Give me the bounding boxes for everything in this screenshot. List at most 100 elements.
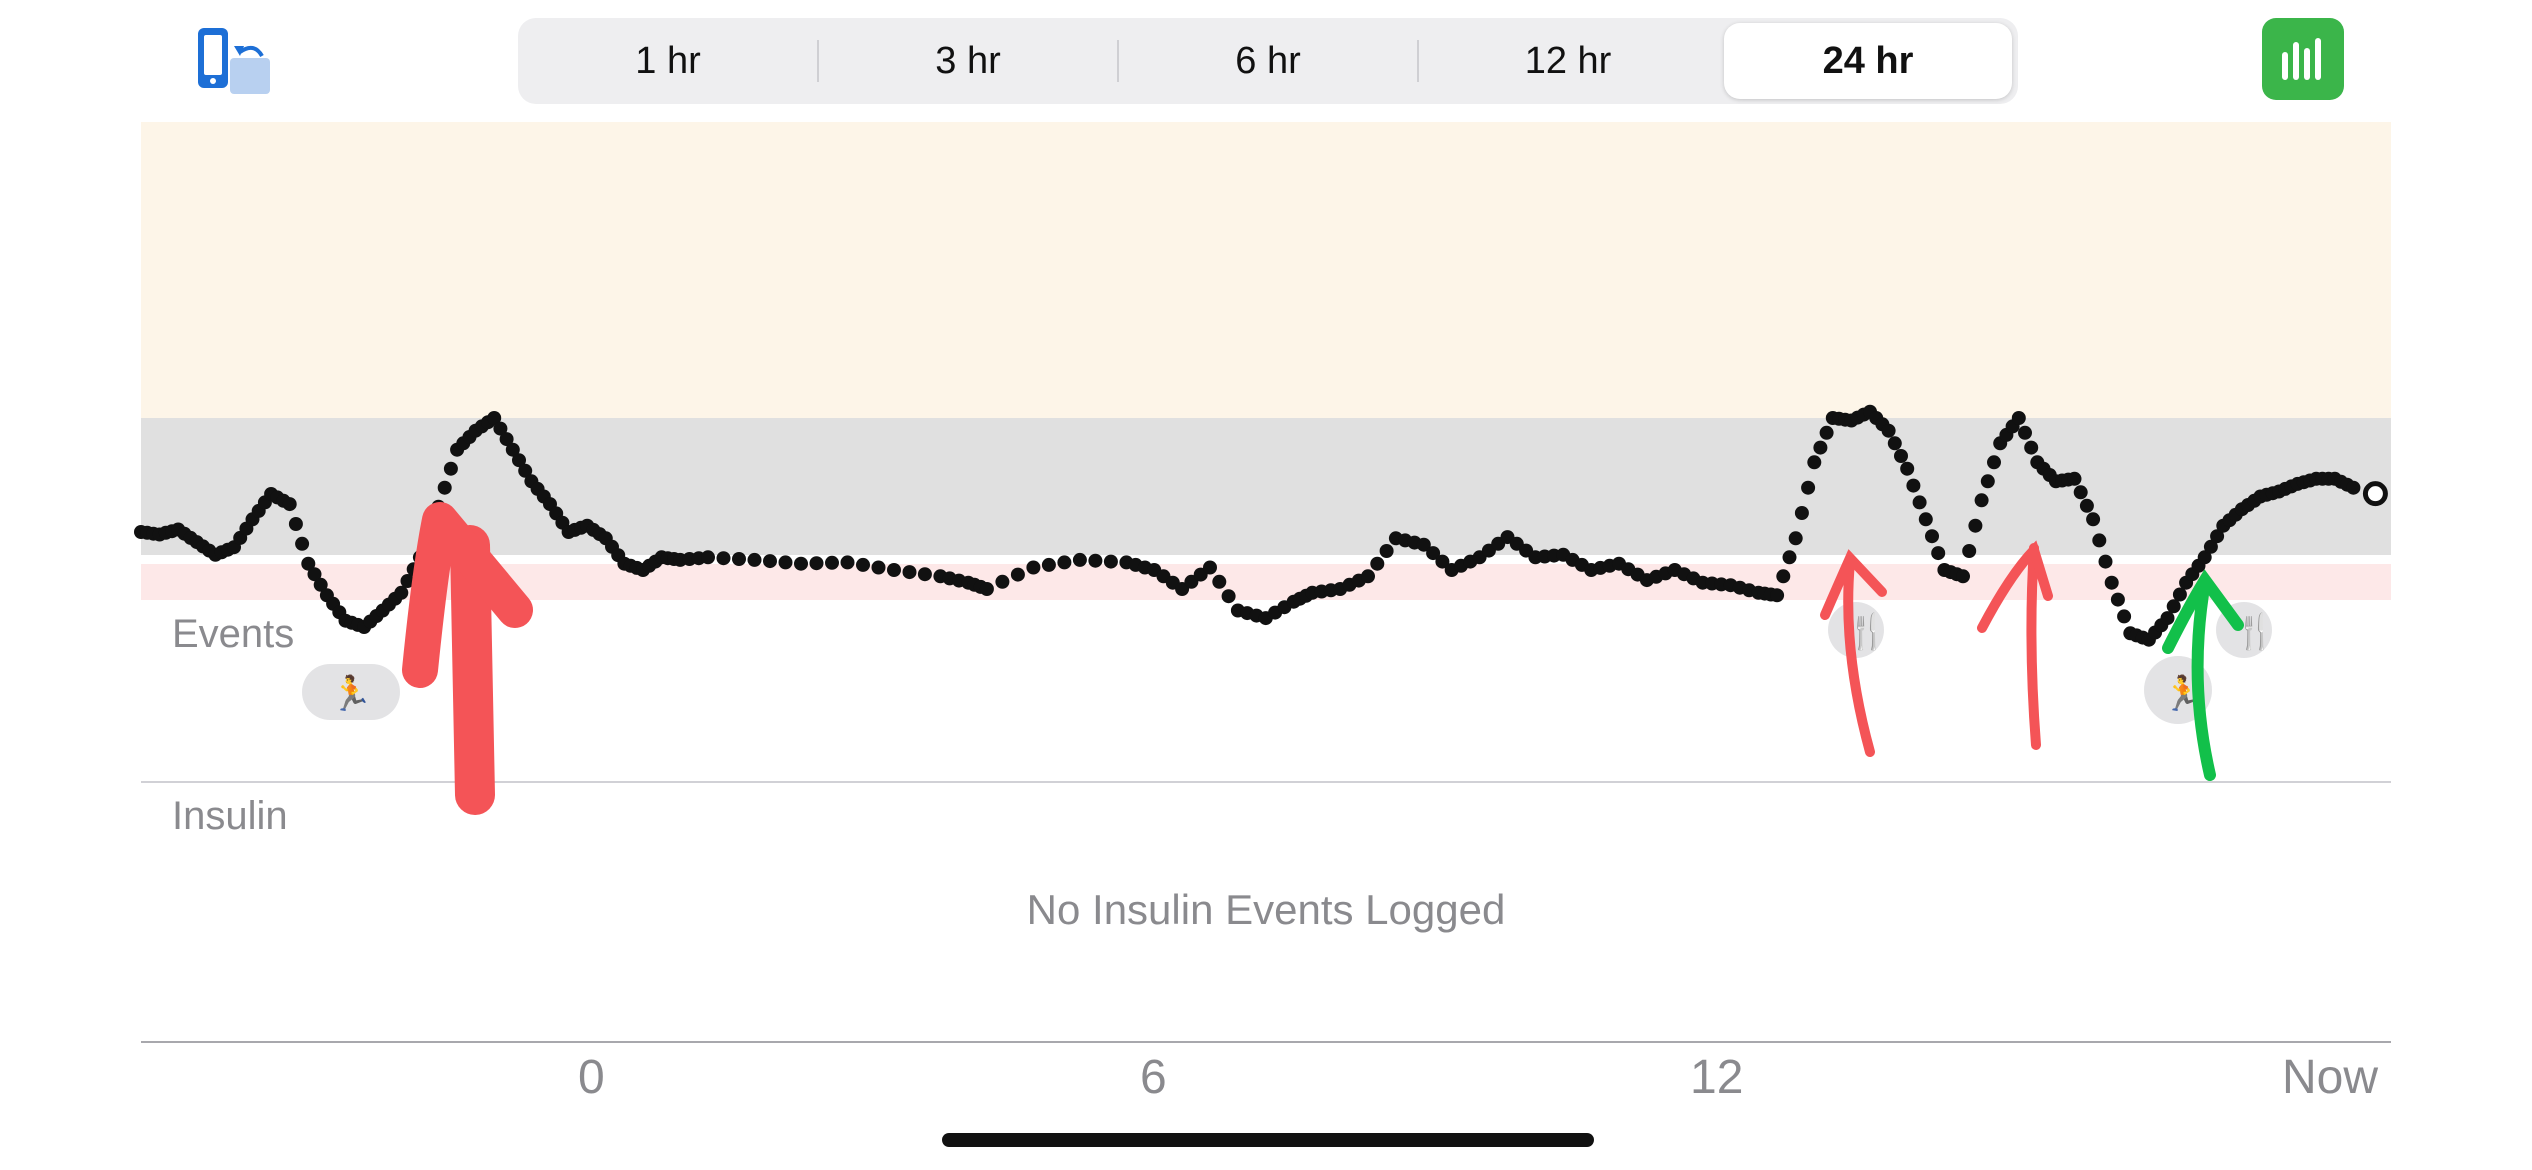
insulin-section-label: Insulin xyxy=(172,794,288,838)
glucose-point xyxy=(2210,529,2225,544)
x-tick-label: Now xyxy=(2282,1051,2379,1104)
range-3hr[interactable]: 3 hr xyxy=(935,39,1001,82)
glucose-point xyxy=(747,552,762,567)
range-6hr[interactable]: 6 hr xyxy=(1235,39,1301,82)
bar-chart-icon xyxy=(2282,38,2321,80)
glucose-point xyxy=(1426,546,1441,561)
glucose-point xyxy=(2104,575,2119,590)
glucose-point xyxy=(1881,423,1896,438)
glucose-point xyxy=(902,565,917,580)
glucose-point xyxy=(295,536,310,551)
glucose-point xyxy=(887,563,901,577)
glucose-point xyxy=(732,552,746,566)
glucose-point xyxy=(1041,557,1056,572)
glucose-point xyxy=(1221,589,1236,604)
glucose-point xyxy=(763,554,777,569)
glucose-point xyxy=(979,582,994,596)
glucose-point xyxy=(1807,455,1822,470)
glucose-point xyxy=(1203,560,1217,575)
glucose-point xyxy=(1925,529,1939,544)
current-reading-point[interactable] xyxy=(2362,481,2388,507)
glucose-point xyxy=(2018,425,2032,440)
segment-divider xyxy=(817,40,819,82)
glucose-point xyxy=(2073,485,2088,500)
meal-event-badge[interactable]: 🍴 xyxy=(1828,602,1888,658)
glucose-point xyxy=(1918,512,1933,527)
glucose-point xyxy=(856,557,870,572)
target-range-band xyxy=(141,418,2391,555)
empty-insulin-message: No Insulin Events Logged xyxy=(1026,886,1506,933)
x-tick-label: 12 xyxy=(1690,1051,1744,1104)
glucose-point xyxy=(1770,588,1785,603)
range-24hr[interactable]: 24 hr xyxy=(1724,23,2012,99)
glucose-point xyxy=(871,560,886,575)
glucose-point xyxy=(437,480,452,495)
glucose-point xyxy=(1072,552,1087,567)
glucose-point xyxy=(307,567,322,582)
glucose-point xyxy=(1435,554,1450,569)
glucose-point xyxy=(1956,569,1970,584)
glucose-point xyxy=(2011,411,2026,425)
glucose-point xyxy=(1987,455,2001,470)
glucose-point xyxy=(1026,560,1041,575)
glucose-point xyxy=(2110,592,2125,607)
exercise-event-badge[interactable]: 🏃 xyxy=(302,664,400,720)
x-tick-label: 0 xyxy=(578,1051,605,1104)
glucose-point xyxy=(825,555,839,570)
glucose-point xyxy=(2024,440,2039,455)
glucose-point xyxy=(1379,544,1394,558)
glucose-point xyxy=(400,574,415,588)
glucose-point xyxy=(1782,550,1797,565)
glucose-point xyxy=(1361,569,1375,584)
time-range-segmented-control: 1 hr 3 hr 6 hr 12 hr 24 hr xyxy=(518,18,2018,104)
chart-view-button[interactable] xyxy=(2262,18,2344,100)
glucose-point xyxy=(2172,587,2187,602)
glucose-point xyxy=(2203,539,2218,554)
glucose-point xyxy=(499,432,514,447)
range-12hr[interactable]: 12 hr xyxy=(1524,39,1612,82)
glucose-point xyxy=(1788,531,1803,546)
x-tick-label: 6 xyxy=(1140,1051,1167,1104)
rotate-screen-icon xyxy=(198,28,270,94)
glucose-point xyxy=(1010,567,1025,582)
glucose-point xyxy=(518,463,533,478)
glucose-point xyxy=(2079,498,2094,513)
glucose-point xyxy=(701,550,715,565)
glucose-point xyxy=(1906,478,1921,493)
rotate-screen-button[interactable] xyxy=(190,24,280,104)
glucose-point xyxy=(1887,436,1902,451)
glucose-point xyxy=(505,442,520,457)
glucose-point xyxy=(2346,480,2361,495)
glucose-point xyxy=(778,555,793,570)
glucose-points xyxy=(134,404,2361,647)
glucose-point xyxy=(1776,569,1791,584)
glucose-point xyxy=(1912,495,1927,510)
home-indicator[interactable] xyxy=(942,1133,1594,1147)
glucose-point xyxy=(995,574,1010,589)
glucose-point xyxy=(2092,533,2107,548)
events-section-label: Events xyxy=(172,612,295,656)
glucose-point xyxy=(493,421,508,436)
range-1hr[interactable]: 1 hr xyxy=(635,39,701,82)
glucose-point xyxy=(1980,474,1995,489)
segment-divider xyxy=(1417,40,1419,82)
glucose-point xyxy=(840,555,855,570)
glucose-point xyxy=(794,556,808,571)
glucose-point xyxy=(1370,556,1385,571)
glucose-point xyxy=(2197,550,2212,565)
red-arrow-annotation xyxy=(1820,549,1887,757)
glucose-point xyxy=(2166,599,2181,614)
glucose-point xyxy=(394,585,409,600)
svg-text:🍴: 🍴 xyxy=(2234,612,2276,652)
glucose-point xyxy=(512,453,526,468)
glucose-point xyxy=(1794,506,1809,520)
red-arrow-annotation xyxy=(402,502,533,815)
glucose-point xyxy=(1212,574,1227,589)
high-zone xyxy=(141,122,2391,418)
glucose-point xyxy=(1819,425,1834,440)
segment-divider xyxy=(1117,40,1119,82)
glucose-point xyxy=(1103,554,1118,569)
glucose-point xyxy=(917,567,932,582)
glucose-point xyxy=(1057,555,1072,570)
glucose-point xyxy=(487,411,502,425)
